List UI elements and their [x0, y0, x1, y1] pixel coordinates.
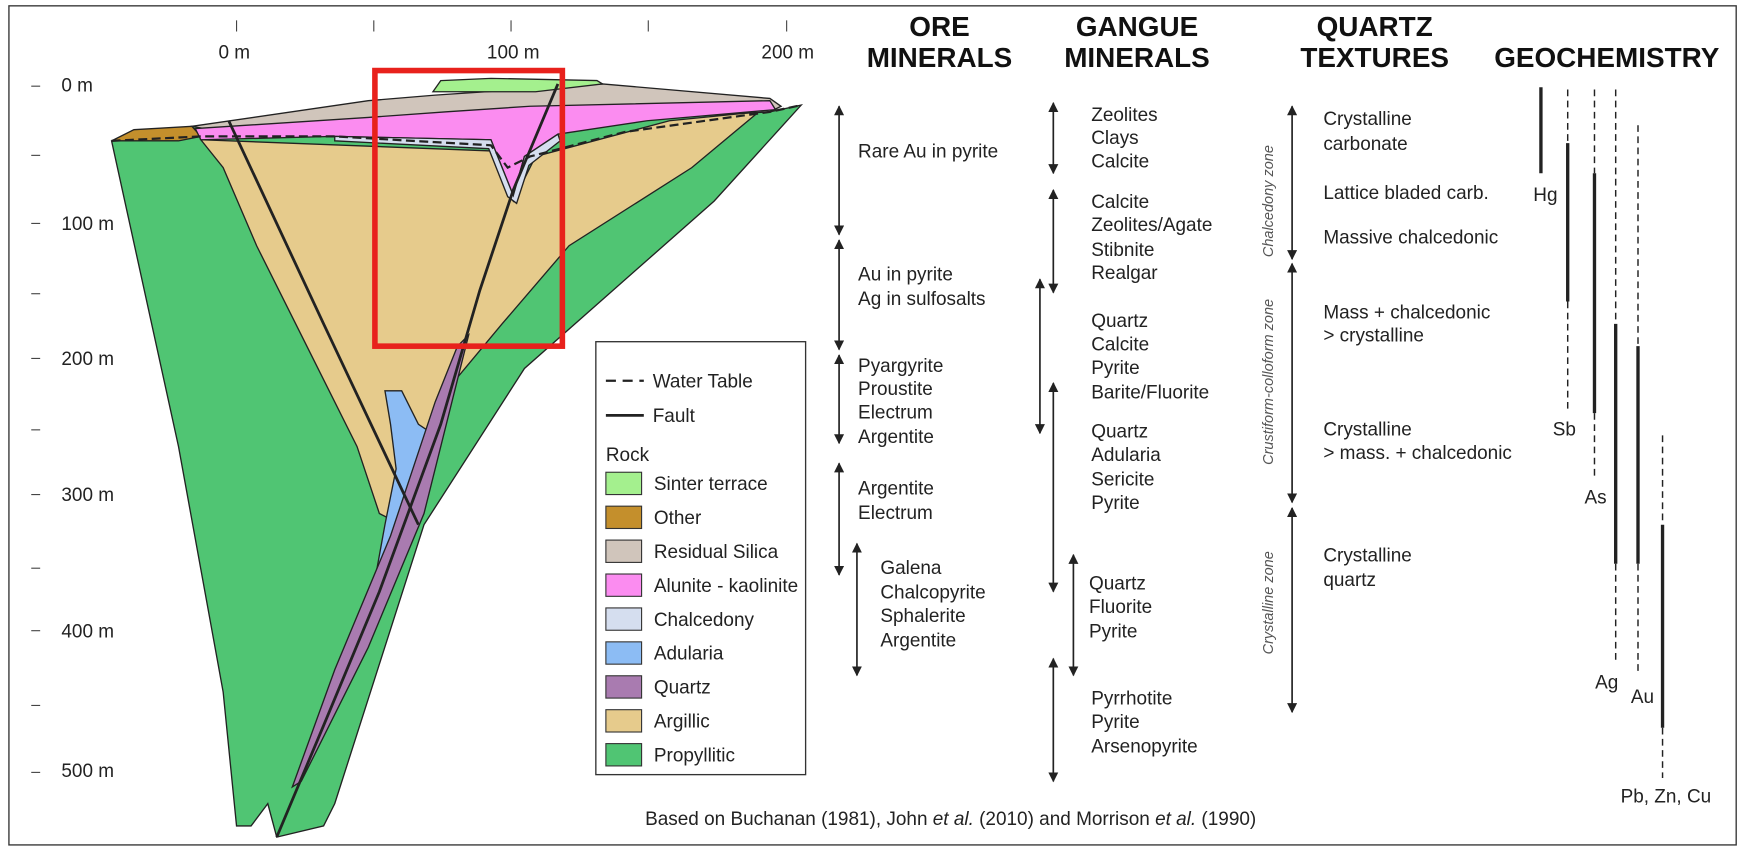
column-header: ORE	[909, 11, 969, 42]
list-item: Pyrite	[1091, 712, 1139, 733]
list-item: Fluorite	[1089, 597, 1152, 618]
zone-label: Crustiform-colloform zone	[1261, 299, 1277, 465]
depth-label: 100 m	[61, 214, 114, 235]
legend-swatch	[605, 471, 643, 496]
list-item: Crystalline	[1323, 419, 1411, 440]
list-item: Clays	[1091, 128, 1138, 149]
list-item: Pyrite	[1091, 493, 1139, 514]
element-label: Pb, Zn, Cu	[1621, 787, 1712, 808]
legend-label: Adularia	[654, 644, 724, 665]
legend-swatch	[605, 539, 643, 563]
list-item: Crystalline	[1323, 546, 1411, 567]
column-header: GANGUE	[1076, 11, 1198, 42]
zone-label: Chalcedony zone	[1261, 145, 1277, 257]
legend-label: Sinter terrace	[654, 474, 768, 495]
legend-label: Quartz	[654, 678, 711, 699]
list-item: Ag in sulfosalts	[858, 289, 985, 310]
list-item: Quartz	[1091, 422, 1148, 443]
list-item: Sericite	[1091, 470, 1154, 491]
list-item: Zeolites	[1091, 105, 1157, 126]
list-item: quartz	[1323, 570, 1376, 591]
list-item: carbonate	[1323, 134, 1407, 155]
element-label: Au	[1631, 687, 1654, 708]
list-item: Electrum	[858, 503, 933, 524]
legend-swatch	[605, 641, 643, 665]
column-header: TEXTURES	[1300, 42, 1449, 73]
list-item: Au in pyrite	[858, 264, 953, 285]
list-item: Pyrrhotite	[1091, 688, 1172, 709]
legend-swatch	[605, 743, 643, 767]
distance-label: 200 m	[761, 42, 814, 63]
list-item: Calcite	[1091, 335, 1149, 356]
list-item: Stibnite	[1091, 240, 1154, 261]
list-item: Proustite	[858, 379, 933, 400]
list-item: Realgar	[1091, 263, 1157, 284]
distance-label: 0 m	[219, 42, 251, 63]
depth-label: 400 m	[61, 621, 114, 642]
list-item: Calcite	[1091, 152, 1149, 173]
list-item: Argentite	[880, 630, 956, 651]
legend-label: Fault	[653, 406, 696, 427]
list-item: Sphalerite	[880, 606, 965, 627]
frame	[8, 5, 1737, 846]
element-label: As	[1585, 487, 1607, 508]
legend-swatch	[605, 709, 643, 733]
legend-swatch	[605, 675, 643, 699]
depth-label: 300 m	[61, 485, 114, 506]
legend-label: Argillic	[654, 712, 710, 733]
list-item: Quartz	[1089, 573, 1146, 594]
list-item: Mass + chalcedonic	[1323, 302, 1490, 323]
legend-swatch	[605, 573, 643, 597]
element-label: Ag	[1595, 673, 1618, 694]
list-item: Pyrite	[1091, 358, 1139, 379]
legend-swatch	[605, 607, 643, 631]
list-item: Rare Au in pyrite	[858, 142, 998, 163]
list-item: Electrum	[858, 403, 933, 424]
legend-label: Other	[654, 508, 701, 529]
element-label: Sb	[1553, 419, 1576, 440]
legend-swatch	[605, 505, 643, 530]
list-item: Argentite	[858, 427, 934, 448]
zone-label: Crystalline zone	[1261, 551, 1277, 654]
list-item: Pyrite	[1089, 621, 1137, 642]
list-item: Quartz	[1091, 311, 1148, 332]
column-header: GEOCHEMISTRY	[1494, 42, 1719, 73]
column-header: QUARTZ	[1317, 11, 1433, 42]
legend-heading: Rock	[606, 445, 650, 466]
list-item: > crystalline	[1323, 326, 1424, 347]
legend-label: Propyllitic	[654, 745, 735, 766]
list-item: Chalcopyrite	[880, 582, 985, 603]
list-item: Zeolites/Agate	[1091, 215, 1212, 236]
list-item: Galena	[880, 558, 942, 579]
legend-label: Chalcedony	[654, 610, 755, 631]
list-item: > mass. + chalcedonic	[1323, 443, 1512, 464]
depth-label: 0 m	[61, 76, 93, 97]
footer: Based on Buchanan (1981), John et al. (2…	[645, 809, 1256, 830]
list-item: Argentite	[858, 479, 934, 500]
column-header: MINERALS	[1064, 42, 1210, 73]
cross-section	[110, 67, 804, 838]
list-item: Crystalline	[1323, 109, 1411, 130]
list-item: Lattice bladed carb.	[1323, 183, 1488, 204]
legend-label: Residual Silica	[654, 542, 779, 563]
list-item: Pyargyrite	[858, 356, 943, 377]
axes: 0 m 100 m 200 m 0 m 100 m 200 m 300 m 400 m 500 …	[31, 20, 814, 782]
list-item: Barite/Fluorite	[1091, 383, 1209, 404]
list-item: Adularia	[1091, 445, 1161, 466]
list-item: Calcite	[1091, 192, 1149, 213]
column-header: MINERALS	[867, 42, 1013, 73]
list-item: Arsenopyrite	[1091, 736, 1197, 757]
depth-label: 500 m	[61, 761, 114, 782]
element-label: Hg	[1533, 185, 1557, 206]
distance-label: 100 m	[487, 42, 540, 63]
list-item: Massive chalcedonic	[1323, 228, 1498, 249]
legend-label: Alunite - kaolinite	[654, 576, 798, 597]
legend-label: Water Table	[653, 371, 753, 392]
depth-label: 200 m	[61, 349, 114, 370]
